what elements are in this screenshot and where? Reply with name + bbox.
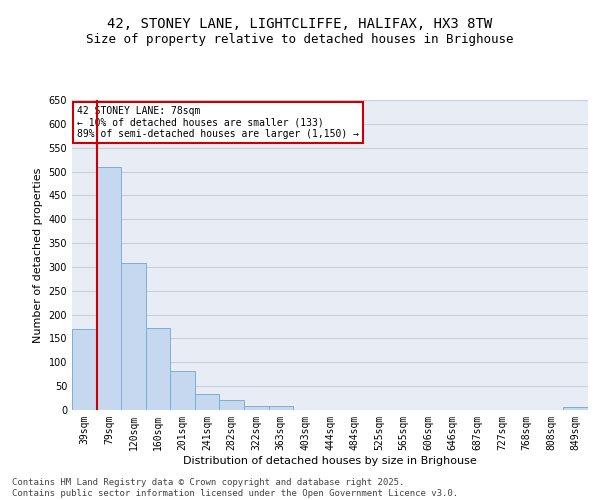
Text: Size of property relative to detached houses in Brighouse: Size of property relative to detached ho… — [86, 32, 514, 46]
Y-axis label: Number of detached properties: Number of detached properties — [33, 168, 43, 342]
Bar — [220, 400, 244, 410]
Bar — [146, 328, 170, 410]
Bar — [244, 406, 269, 410]
Bar — [563, 406, 588, 410]
X-axis label: Distribution of detached houses by size in Brighouse: Distribution of detached houses by size … — [183, 456, 477, 466]
Text: 42 STONEY LANE: 78sqm
← 10% of detached houses are smaller (133)
89% of semi-det: 42 STONEY LANE: 78sqm ← 10% of detached … — [77, 106, 359, 140]
Bar — [72, 329, 97, 410]
Bar — [121, 263, 146, 410]
Bar — [269, 406, 293, 410]
Text: Contains HM Land Registry data © Crown copyright and database right 2025.
Contai: Contains HM Land Registry data © Crown c… — [12, 478, 458, 498]
Bar — [97, 167, 121, 410]
Bar — [195, 394, 220, 410]
Text: 42, STONEY LANE, LIGHTCLIFFE, HALIFAX, HX3 8TW: 42, STONEY LANE, LIGHTCLIFFE, HALIFAX, H… — [107, 18, 493, 32]
Bar — [170, 372, 195, 410]
